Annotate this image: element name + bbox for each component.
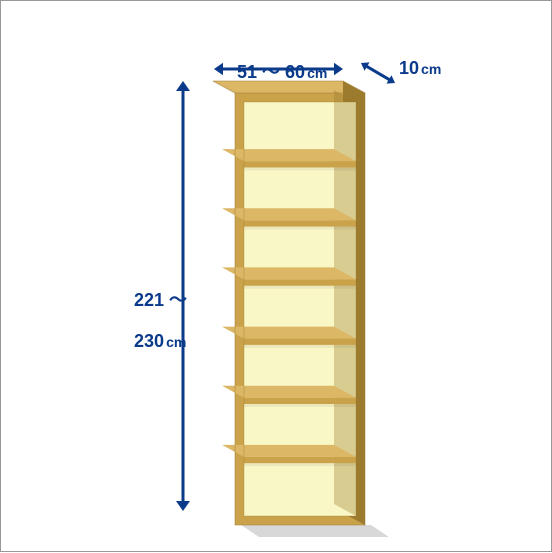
diagram-stage: 51 ～ 60cm 10cm 221 ～ 230cm (1, 1, 551, 551)
bookshelf (213, 81, 389, 537)
bookshelf-svg (1, 1, 552, 553)
